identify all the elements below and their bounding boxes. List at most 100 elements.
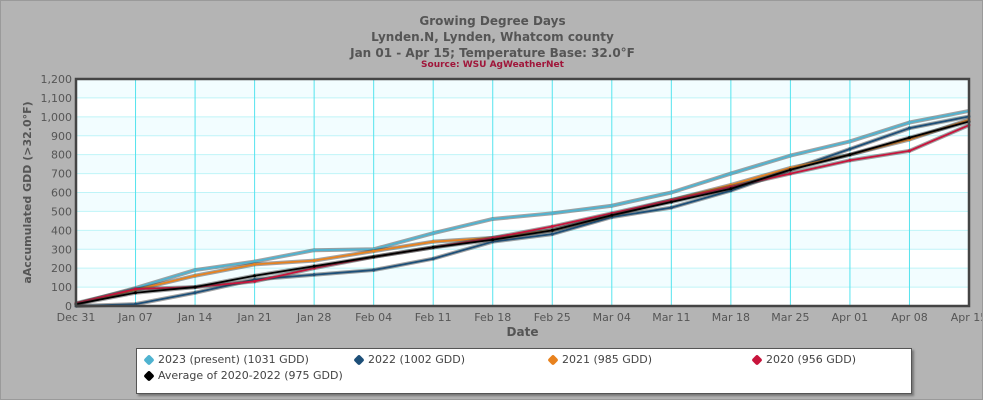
legend-item[interactable]: Average of 2020-2022 (975 GDD) — [143, 369, 343, 382]
x-tick-label: Apr 15 — [951, 311, 983, 324]
y-tick-label: 400 — [51, 224, 72, 237]
legend: 2023 (present) (1031 GDD) 2022 (1002 GDD)… — [136, 348, 912, 394]
series-line-3 — [75, 124, 970, 305]
data-point — [134, 291, 138, 295]
chart-title: Growing Degree Days — [419, 14, 566, 28]
x-tick-label: Mar 04 — [593, 311, 631, 324]
data-point — [253, 274, 257, 278]
data-point — [312, 273, 316, 277]
x-tick-label: Jan 28 — [296, 311, 331, 324]
x-tick-label: Jan 07 — [117, 311, 152, 324]
legend-item[interactable]: 2023 (present) (1031 GDD) — [143, 353, 309, 366]
data-point — [669, 206, 673, 210]
data-point — [372, 249, 376, 253]
y-tick-label: 100 — [51, 281, 72, 294]
data-point — [491, 238, 495, 242]
legend-label: 2023 (present) (1031 GDD) — [158, 353, 309, 366]
legend-label: 2021 (985 GDD) — [562, 353, 653, 366]
x-axis-label: Date — [507, 325, 539, 339]
data-point — [550, 211, 554, 215]
legend-label: 2020 (956 GDD) — [766, 353, 857, 366]
y-tick-label: 1,000 — [41, 111, 73, 124]
data-point — [253, 260, 257, 264]
data-point — [193, 291, 197, 295]
data-point — [907, 126, 911, 130]
data-point — [193, 274, 197, 278]
x-tick-label: Feb 04 — [355, 311, 392, 324]
data-point — [669, 200, 673, 204]
y-tick-label: 1,100 — [41, 92, 73, 105]
data-point — [907, 121, 911, 125]
y-tick-label: 1,200 — [41, 73, 73, 86]
data-point — [193, 268, 197, 272]
grid-band — [76, 230, 969, 250]
data-point — [372, 268, 376, 272]
data-point — [788, 154, 792, 158]
x-tick-label: Mar 11 — [652, 311, 690, 324]
data-point — [253, 262, 257, 266]
data-point — [729, 187, 733, 191]
data-point — [550, 225, 554, 229]
data-point — [312, 248, 316, 252]
x-tick-label: Apr 01 — [832, 311, 869, 324]
legend-marker-icon — [353, 353, 365, 366]
x-tick-label: Jan 21 — [236, 311, 271, 324]
legend-item[interactable]: 2022 (1002 GDD) — [353, 353, 466, 366]
legend-item[interactable]: 2020 (956 GDD) — [751, 353, 857, 366]
grid-band — [76, 79, 969, 98]
legend-marker-icon — [143, 353, 155, 366]
grid-band — [76, 268, 969, 288]
data-point — [253, 279, 257, 283]
series-line-0 — [75, 110, 970, 305]
data-point — [550, 228, 554, 232]
series-line-1 — [75, 115, 970, 307]
data-point — [431, 240, 435, 244]
x-tick-label: Mar 18 — [712, 311, 750, 324]
y-tick-label: 200 — [51, 262, 72, 275]
legend-item[interactable]: 2021 (985 GDD) — [547, 353, 653, 366]
data-point — [669, 191, 673, 194]
grid-band — [76, 116, 969, 136]
data-point — [550, 232, 554, 236]
chart-source: Source: WSU AgWeatherNet — [421, 60, 564, 70]
data-point — [848, 153, 852, 157]
data-point — [193, 285, 197, 289]
series-line-4 — [75, 120, 970, 305]
data-point — [907, 149, 911, 153]
x-tick-label: Feb 18 — [474, 311, 511, 324]
x-tick-label: Feb 11 — [415, 311, 452, 324]
data-point — [788, 172, 792, 176]
data-point — [848, 158, 852, 162]
data-point — [431, 257, 435, 261]
grid-band — [76, 192, 969, 212]
data-point — [312, 259, 316, 263]
data-point — [729, 172, 733, 176]
data-point — [431, 245, 435, 249]
y-tick-label: 700 — [51, 168, 72, 181]
data-point — [907, 136, 911, 140]
plot-border — [74, 77, 971, 308]
x-tick-label: Jan 14 — [177, 311, 212, 324]
x-tick-label: Feb 25 — [534, 311, 571, 324]
series-line-2 — [75, 118, 970, 305]
y-axis-label: aAccumulated GDD (>32.0°F) — [21, 101, 34, 283]
chart-subtitle: Lynden.N, Lynden, Whatcom county — [371, 30, 614, 44]
chart-date-range: Jan 01 - Apr 15; Temperature Base: 32.0°… — [350, 46, 635, 60]
data-point — [372, 255, 376, 259]
data-point — [610, 213, 614, 217]
x-tick-label: Mar 25 — [771, 311, 809, 324]
x-tick-label: Apr 08 — [891, 311, 928, 324]
legend-marker-icon — [751, 353, 763, 366]
data-point — [431, 231, 435, 235]
y-tick-label: 800 — [51, 149, 72, 162]
x-tick-label: Dec 31 — [57, 311, 96, 324]
y-tick-label: 600 — [51, 187, 72, 200]
data-point — [134, 287, 138, 291]
data-point — [491, 217, 495, 221]
data-point — [848, 139, 852, 143]
y-tick-label: 300 — [51, 243, 72, 256]
data-point — [610, 204, 614, 208]
data-point — [788, 168, 792, 172]
legend-label: 2022 (1002 GDD) — [368, 353, 466, 366]
